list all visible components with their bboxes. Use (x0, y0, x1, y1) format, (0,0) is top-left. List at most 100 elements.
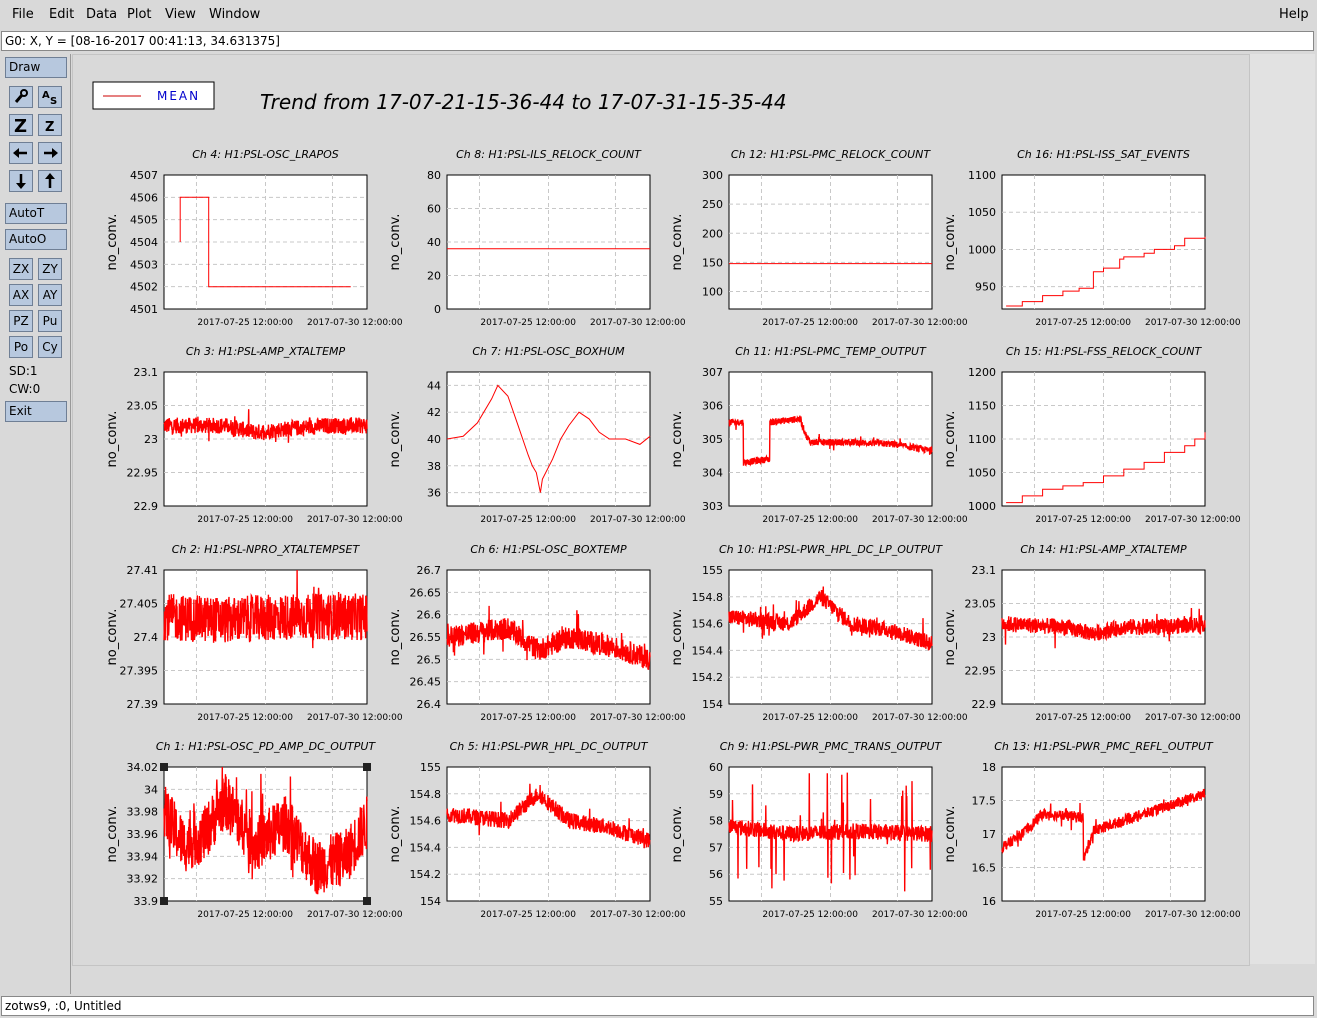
y-tick-label: 38 (427, 460, 441, 473)
chart-14[interactable]: Ch 5: H1:PSL-PWR_HPL_DC_OUTPUT 154 154.2 15… (388, 740, 686, 920)
y-tick-label: 42 (427, 406, 441, 419)
menu-plot[interactable]: Plot (127, 7, 152, 22)
magnify-icon[interactable] (9, 86, 33, 108)
pu-button[interactable]: Pu (38, 310, 62, 332)
ax-button[interactable]: AX (9, 284, 33, 306)
chart-1[interactable]: Ch 4: H1:PSL-OSC_LRAPOS 4501 4502 4503 4504 4… (105, 148, 403, 328)
menu-window[interactable]: Window (209, 7, 261, 22)
coordinate-readout: G0: X, Y = [08-16-2017 00:41:13, 34.6313… (1, 31, 1314, 51)
y-tick-label: 27.39 (127, 698, 159, 711)
zx-button[interactable]: ZX (9, 258, 33, 280)
x-tick-label: 2017-07-30 12:00:00 (590, 910, 686, 920)
exit-button[interactable]: Exit (5, 401, 67, 422)
x-tick-label: 2017-07-30 12:00:00 (872, 318, 968, 328)
y-tick-label: 59 (709, 788, 723, 801)
chart-6[interactable]: Ch 7: H1:PSL-OSC_BOXHUM 36 38 40 42 44 2017-07… (388, 345, 686, 525)
menu-view[interactable]: View (165, 7, 196, 22)
y-tick-label: 33.94 (127, 850, 159, 863)
chart-title: Ch 3: H1:PSL-AMP_XTALTEMP (186, 345, 346, 358)
x-tick-label: 2017-07-30 12:00:00 (872, 910, 968, 920)
y-tick-label: 17.5 (972, 795, 997, 808)
zy-button[interactable]: ZY (38, 258, 62, 280)
chart-title: Ch 6: H1:PSL-OSC_BOXTEMP (470, 543, 627, 556)
selection-handle[interactable] (160, 897, 168, 905)
chart-title: Ch 13: H1:PSL-PWR_PMC_REFL_OUTPUT (994, 740, 1214, 753)
chart-5[interactable]: Ch 3: H1:PSL-AMP_XTALTEMP 22.9 22.95 23 23.0… (105, 345, 403, 525)
chart-8[interactable]: Ch 15: H1:PSL-FSS_RELOCK_COUNT 1000 1050 11… (943, 345, 1241, 525)
menu-help[interactable]: Help (1279, 7, 1309, 22)
y-tick-label: 155 (420, 761, 441, 774)
y-tick-label: 1200 (968, 366, 996, 379)
autot-button[interactable]: AutoT (5, 203, 67, 224)
y-tick-label: 250 (702, 198, 723, 211)
y-tick-label: 23 (982, 631, 996, 644)
plot-canvas[interactable]: MEAN Trend from 17-07-21-15-36-44 to 17-… (72, 54, 1250, 966)
x-tick-label: 2017-07-30 12:00:00 (307, 318, 403, 328)
draw-button[interactable]: Draw (5, 57, 67, 78)
y-tick-label: 33.96 (127, 828, 159, 841)
pz-button[interactable]: PZ (9, 310, 33, 332)
arrow-down-icon[interactable] (9, 170, 33, 192)
chart-15[interactable]: Ch 9: H1:PSL-PWR_PMC_TRANS_OUTPUT 55 56 57 5… (670, 740, 968, 920)
arrow-left-icon[interactable] (9, 142, 33, 164)
menu-data[interactable]: Data (86, 7, 118, 22)
y-axis-label: no_conv. (105, 806, 120, 863)
chart-16[interactable]: Ch 13: H1:PSL-PWR_PMC_REFL_OUTPUT 16 16.5 1… (943, 740, 1241, 920)
chart-11[interactable]: Ch 10: H1:PSL-PWR_HPL_DC_LP_OUTPUT 154 154… (670, 543, 968, 723)
y-tick-label: 154.4 (692, 644, 724, 657)
chart-3[interactable]: Ch 12: H1:PSL-PMC_RELOCK_COUNT 100 150 200 2… (670, 148, 968, 328)
selection-handle[interactable] (363, 763, 371, 771)
y-tick-label: 154.2 (410, 868, 442, 881)
chart-9[interactable]: Ch 2: H1:PSL-NPRO_XTALTEMPSET 27.39 27.395… (105, 543, 403, 723)
y-axis-label: no_conv. (388, 806, 403, 863)
y-tick-label: 1150 (968, 400, 996, 413)
series-line (1006, 432, 1206, 504)
chart-7[interactable]: Ch 11: H1:PSL-PMC_TEMP_OUTPUT 303 304 305 30… (670, 345, 968, 525)
po-button[interactable]: Po (9, 336, 33, 358)
series-line (179, 196, 351, 288)
legend-label: MEAN (157, 89, 200, 103)
chart-4[interactable]: Ch 16: H1:PSL-ISS_SAT_EVENTS 950 1000 1050 1… (943, 148, 1241, 328)
series-line (163, 766, 368, 895)
y-tick-label: 307 (702, 366, 723, 379)
selection-handle[interactable] (363, 897, 371, 905)
arrow-right-icon[interactable] (38, 142, 62, 164)
y-tick-label: 154.8 (410, 788, 442, 801)
svg-text:Z: Z (45, 120, 54, 135)
chart-title: Ch 10: H1:PSL-PWR_HPL_DC_LP_OUTPUT (719, 543, 943, 556)
x-tick-label: 2017-07-25 12:00:00 (1035, 910, 1131, 920)
chart-title: Ch 16: H1:PSL-ISS_SAT_EVENTS (1017, 148, 1190, 161)
y-tick-label: 56 (709, 868, 723, 881)
y-axis-label: no_conv. (105, 609, 120, 666)
plot-area[interactable]: MEAN Trend from 17-07-21-15-36-44 to 17-… (73, 55, 1249, 965)
zoom-large-icon[interactable]: Z (9, 114, 33, 137)
y-tick-label: 40 (427, 236, 441, 249)
selection-handle[interactable] (160, 763, 168, 771)
y-tick-label: 60 (709, 761, 723, 774)
x-tick-label: 2017-07-30 12:00:00 (872, 515, 968, 525)
y-tick-label: 26.6 (417, 609, 442, 622)
chart-13[interactable]: Ch 1: H1:PSL-OSC_PD_AMP_DC_OUTPUT 33.9 33.… (105, 740, 403, 920)
y-tick-label: 4502 (130, 281, 158, 294)
zoom-small-icon[interactable]: Z (38, 114, 62, 136)
cy-button[interactable]: Cy (38, 336, 62, 358)
y-tick-label: 26.65 (410, 586, 442, 599)
y-tick-label: 1100 (968, 433, 996, 446)
chart-10[interactable]: Ch 6: H1:PSL-OSC_BOXTEMP 26.4 26.45 26.5 26.… (388, 543, 686, 723)
menu-file[interactable]: File (12, 7, 34, 22)
arrow-up-icon[interactable] (38, 170, 62, 192)
y-tick-label: 23.05 (127, 400, 159, 413)
y-axis-label: no_conv. (670, 214, 685, 271)
autoo-button[interactable]: AutoO (5, 229, 67, 250)
chart-12[interactable]: Ch 14: H1:PSL-AMP_XTALTEMP 22.9 22.95 23 23.… (943, 543, 1241, 723)
y-tick-label: 4506 (130, 191, 158, 204)
chart-title: Ch 14: H1:PSL-AMP_XTALTEMP (1020, 543, 1187, 556)
y-tick-label: 4507 (130, 169, 158, 182)
chart-2[interactable]: Ch 8: H1:PSL-ILS_RELOCK_COUNT 0 20 40 60 80 20… (388, 148, 686, 328)
menu-edit[interactable]: Edit (49, 7, 75, 22)
y-tick-label: 80 (427, 169, 441, 182)
ay-button[interactable]: AY (38, 284, 62, 306)
x-tick-label: 2017-07-30 12:00:00 (872, 713, 968, 723)
